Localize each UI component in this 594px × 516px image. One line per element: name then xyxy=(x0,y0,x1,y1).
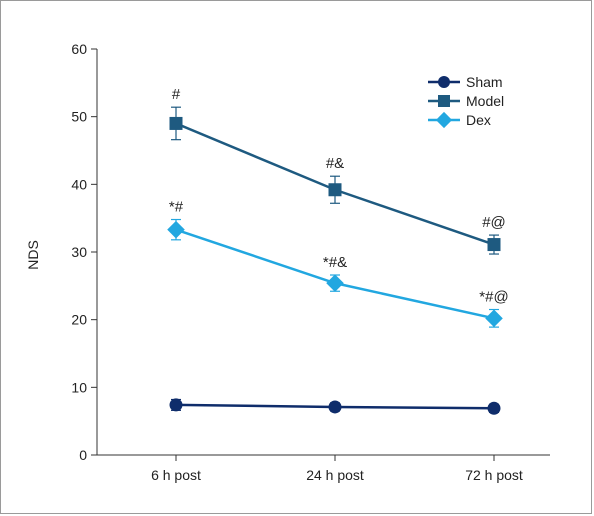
significance-label: # xyxy=(172,86,181,103)
significance-label: *#& xyxy=(323,254,347,271)
legend-item-model: Model xyxy=(428,93,504,109)
y-tick-label: 40 xyxy=(71,176,87,192)
x-tick-label: 6 h post xyxy=(151,467,201,483)
legend-marker xyxy=(435,111,453,129)
data-point xyxy=(328,400,342,414)
y-tick-label: 30 xyxy=(71,244,87,260)
data-point xyxy=(487,401,501,415)
legend-item-dex: Dex xyxy=(428,111,491,129)
series-line xyxy=(175,228,495,320)
series-sham xyxy=(169,398,501,415)
data-point xyxy=(485,309,503,328)
y-tick-label: 20 xyxy=(71,312,87,328)
data-point xyxy=(326,274,344,292)
y-tick-label: 50 xyxy=(71,109,87,125)
data-point xyxy=(169,116,183,130)
series-model: # #& #@ xyxy=(169,86,506,255)
data-point xyxy=(487,238,501,252)
legend-label: Sham xyxy=(466,74,503,90)
x-tick-label: 72 h post xyxy=(465,467,523,483)
significance-label: *# xyxy=(169,199,184,216)
y-tick-label: 10 xyxy=(71,379,87,395)
x-tick-label: 24 h post xyxy=(306,467,364,483)
y-tick-label: 60 xyxy=(71,41,87,57)
data-point xyxy=(328,183,342,197)
legend-marker xyxy=(438,76,450,88)
series-layer: # #& #@ *# *#& *#@ xyxy=(167,86,509,415)
legend-label: Model xyxy=(466,93,504,109)
series-dex: *# *#& *#@ xyxy=(167,199,509,328)
significance-label: *#@ xyxy=(479,289,508,306)
data-point xyxy=(169,398,183,412)
y-tick-label: 0 xyxy=(79,447,87,463)
legend-marker xyxy=(438,95,450,107)
data-point xyxy=(167,220,185,239)
significance-label: #@ xyxy=(482,214,506,231)
legend-item-sham: Sham xyxy=(428,74,503,90)
legend-label: Dex xyxy=(466,112,491,128)
significance-label: #& xyxy=(326,155,344,172)
y-axis-label: NDS xyxy=(25,240,41,270)
axes: 0 10 20 30 40 50 60 6 h post 24 h post 72 h post xyxy=(71,41,550,483)
legend: Sham Model Dex xyxy=(428,74,504,129)
